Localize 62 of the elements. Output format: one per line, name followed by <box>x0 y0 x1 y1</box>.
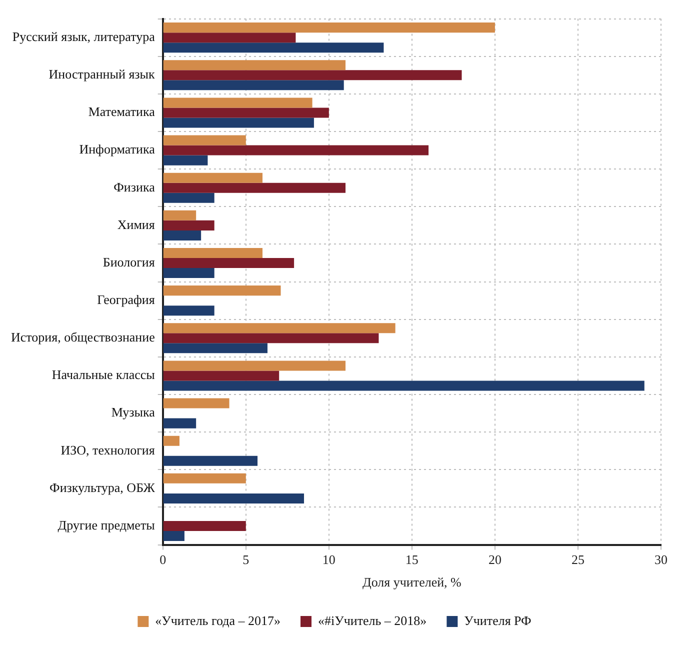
legend-label: «#iУчитель – 2018» <box>318 612 427 628</box>
y-tick-label: Русский язык, литература <box>12 29 156 44</box>
bar <box>163 268 214 278</box>
bar <box>163 286 281 296</box>
x-tick-label: 5 <box>242 552 250 568</box>
bar <box>163 42 384 53</box>
x-tick-label: 15 <box>405 552 418 568</box>
x-tick-label: 30 <box>654 552 668 568</box>
bar <box>163 323 396 334</box>
bar <box>163 210 196 220</box>
bar <box>163 220 214 230</box>
bar <box>163 493 304 504</box>
bar <box>163 80 344 90</box>
y-tick-label: Музыка <box>111 404 156 420</box>
bar <box>163 135 246 146</box>
bar <box>163 192 214 203</box>
bar <box>163 343 268 354</box>
bar <box>163 172 262 183</box>
y-tick-label: Физика <box>114 179 156 194</box>
y-tick-label: Биология <box>102 254 155 270</box>
y-tick-label: Другие предметы <box>58 517 156 532</box>
y-tick-label: Математика <box>88 104 156 120</box>
y-tick-label: Иностранный язык <box>48 66 156 82</box>
bar <box>163 98 312 108</box>
y-tick-label: География <box>97 292 155 308</box>
bar <box>163 418 196 428</box>
bar <box>163 22 495 33</box>
x-tick-label: 0 <box>160 552 166 568</box>
bar <box>163 380 644 391</box>
bar <box>163 360 346 371</box>
bar <box>163 230 202 240</box>
bar <box>163 108 329 118</box>
legend-label: «Учитель года – 2017» <box>155 612 281 628</box>
x-tick-label: 10 <box>322 552 336 568</box>
bar <box>163 521 246 532</box>
bar <box>163 456 258 466</box>
bar <box>163 155 208 166</box>
bar <box>163 370 280 381</box>
bar <box>163 258 294 268</box>
bar <box>163 60 346 70</box>
bar <box>163 436 180 446</box>
y-tick-label: История, обществознание <box>10 330 156 345</box>
y-tick-label: ИЗО, технология <box>60 442 155 458</box>
bar <box>163 248 262 258</box>
bar <box>163 473 246 484</box>
legend-label: Учителя РФ <box>464 612 532 628</box>
bar <box>163 398 230 408</box>
bar <box>163 531 184 542</box>
y-tick-label: Физкультура, ОБЖ <box>50 480 156 495</box>
bar <box>163 333 379 344</box>
x-axis-title: Доля учителей, % <box>362 574 462 590</box>
x-tick-label: 20 <box>488 552 502 568</box>
bar <box>163 70 462 80</box>
y-tick-label: Начальные классы <box>52 367 156 382</box>
bar <box>163 145 429 156</box>
y-tick-label: Информатика <box>79 142 156 157</box>
bar <box>163 118 314 128</box>
x-tick-label: 25 <box>571 552 584 568</box>
y-tick-label: Химия <box>117 216 155 232</box>
bar <box>163 182 346 193</box>
bar <box>163 32 296 43</box>
bar <box>163 306 214 316</box>
